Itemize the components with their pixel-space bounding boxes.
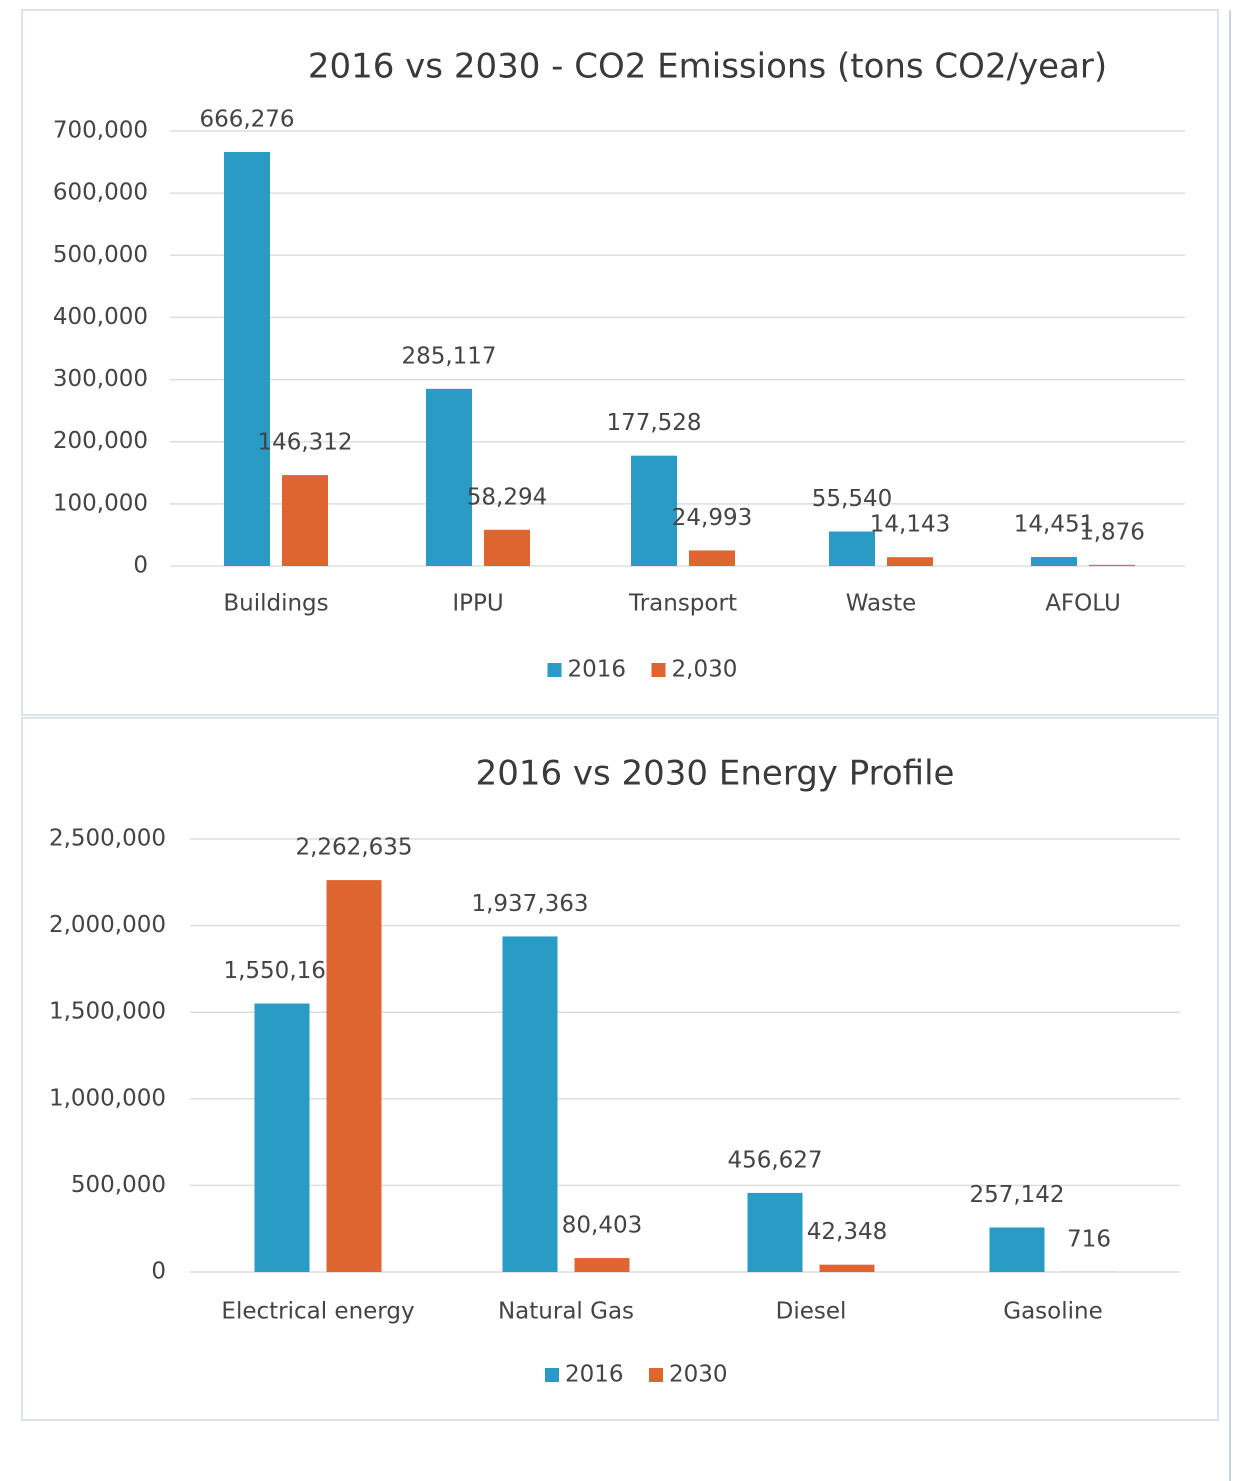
x-tick-label: IPPU — [452, 591, 503, 617]
bar — [484, 529, 530, 566]
y-tick-label: 0 — [133, 553, 148, 579]
chart-title: 2016 vs 2030 - CO2 Emissions (tons CO2/y… — [308, 47, 1107, 87]
value-label: 257,142 — [969, 1182, 1064, 1208]
y-tick-label: 700,000 — [53, 118, 148, 144]
value-label: 24,993 — [672, 505, 752, 531]
value-label: 456,627 — [727, 1147, 822, 1173]
bar — [631, 455, 677, 566]
y-tick-label: 2,500,000 — [49, 826, 166, 852]
y-tick-label: 400,000 — [53, 304, 148, 330]
chart-frame — [21, 717, 1219, 1421]
bar — [887, 557, 933, 566]
x-tick-label: Gasoline — [1003, 1299, 1102, 1325]
bar — [747, 1192, 803, 1272]
value-label: 1,876 — [1079, 519, 1145, 545]
x-tick-label: Natural Gas — [498, 1299, 634, 1325]
y-tick-label: 1,500,000 — [49, 999, 166, 1025]
value-label: 14,451 — [1014, 512, 1094, 538]
y-tick-label: 0 — [151, 1259, 166, 1285]
value-label: 55,540 — [812, 486, 892, 512]
legend-swatch — [651, 663, 666, 677]
legend-swatch — [545, 1368, 559, 1382]
value-label: 14,143 — [870, 512, 950, 538]
value-label: 42,348 — [807, 1219, 887, 1245]
bar — [689, 550, 735, 566]
bar — [254, 1003, 310, 1272]
bar — [326, 880, 382, 1272]
x-tick-label: Waste — [846, 591, 917, 617]
y-tick-label: 300,000 — [53, 366, 148, 392]
chart-title: 2016 vs 2030 Energy Profile — [476, 754, 955, 794]
value-label: 146,312 — [257, 430, 352, 456]
y-tick-label: 1,000,000 — [49, 1085, 166, 1111]
legend-label: 2,030 — [672, 657, 738, 683]
x-tick-label: AFOLU — [1045, 591, 1121, 617]
bar — [574, 1258, 630, 1272]
y-tick-label: 100,000 — [53, 490, 148, 516]
y-tick-label: 200,000 — [53, 428, 148, 454]
x-tick-label: Diesel — [776, 1299, 847, 1325]
y-tick-label: 500,000 — [53, 242, 148, 268]
bar — [224, 151, 270, 566]
legend-label: 2016 — [568, 657, 627, 683]
bar — [282, 475, 328, 566]
bar — [989, 1227, 1045, 1272]
value-label: 666,276 — [199, 106, 294, 132]
bar — [829, 531, 875, 566]
legend-label: 2016 — [565, 1362, 624, 1388]
value-label: 285,117 — [401, 343, 496, 369]
x-tick-label: Buildings — [223, 591, 328, 617]
value-label: 80,403 — [562, 1213, 642, 1239]
value-label: 1,937,363 — [471, 891, 588, 917]
value-label: 1,550,168 — [223, 958, 340, 984]
legend-swatch — [547, 663, 562, 677]
bar — [819, 1264, 875, 1272]
chart-frame — [21, 9, 1219, 716]
y-tick-label: 600,000 — [53, 180, 148, 206]
value-label: 177,528 — [606, 410, 701, 436]
legend-swatch — [649, 1368, 663, 1382]
bar — [1031, 557, 1077, 566]
bar — [502, 936, 558, 1272]
bar — [426, 388, 472, 566]
value-label: 716 — [1067, 1226, 1111, 1252]
x-tick-label: Transport — [628, 591, 737, 617]
y-tick-label: 500,000 — [71, 1172, 166, 1198]
bar — [1089, 564, 1135, 566]
value-label: 58,294 — [467, 484, 547, 510]
value-label: 2,262,635 — [295, 835, 412, 861]
x-tick-label: Electrical energy — [221, 1299, 414, 1325]
y-tick-label: 2,000,000 — [49, 912, 166, 938]
legend-label: 2030 — [669, 1362, 728, 1388]
